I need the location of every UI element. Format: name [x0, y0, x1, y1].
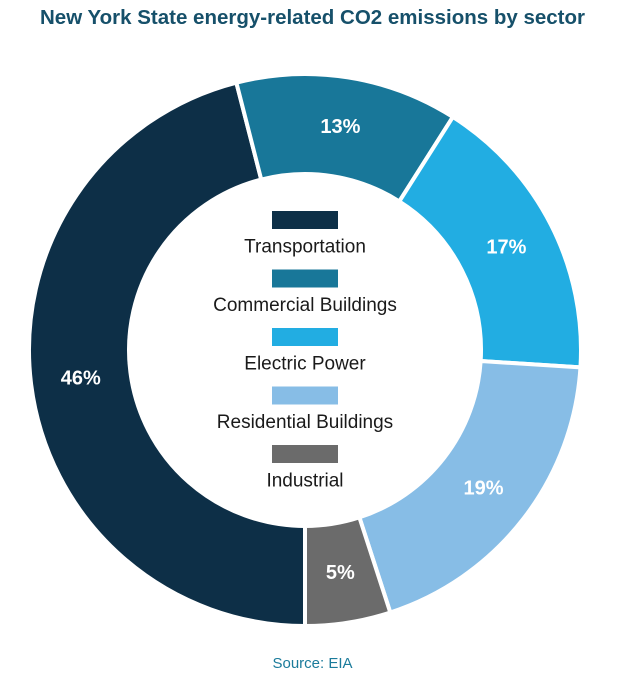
legend-swatch-transportation	[272, 211, 338, 229]
percent-label-residential-buildings: 19%	[464, 478, 504, 500]
percent-label-commercial-buildings: 13%	[320, 116, 360, 138]
legend-label-industrial: Industrial	[266, 471, 343, 492]
source-note: Source: EIA	[272, 655, 353, 672]
slice-industrial	[303, 514, 393, 629]
legend: Transportation Commercial Buildings Electr…	[213, 211, 397, 492]
slice-transportation	[27, 80, 307, 629]
slices-group	[27, 72, 583, 629]
legend-swatch-electric-power	[272, 328, 338, 346]
chart-title: New York State energy-related CO2 emissi…	[40, 6, 585, 29]
legend-label-electric-power: Electric Power	[244, 354, 366, 375]
legend-swatch-industrial	[272, 445, 338, 463]
percent-label-industrial: 5%	[326, 562, 355, 584]
legend-label-commercial-buildings: Commercial Buildings	[213, 295, 397, 316]
legend-swatch-commercial-buildings	[272, 269, 338, 288]
legend-label-transportation: Transportation	[244, 237, 366, 258]
legend-label-residential-buildings: Residential Buildings	[217, 412, 393, 433]
percent-labels-group: 46% 13% 17% 19% 5%	[61, 116, 527, 584]
legend-swatch-residential-buildings	[272, 386, 338, 405]
percent-label-electric-power: 17%	[486, 236, 526, 258]
percent-label-transportation: 46%	[61, 367, 101, 389]
